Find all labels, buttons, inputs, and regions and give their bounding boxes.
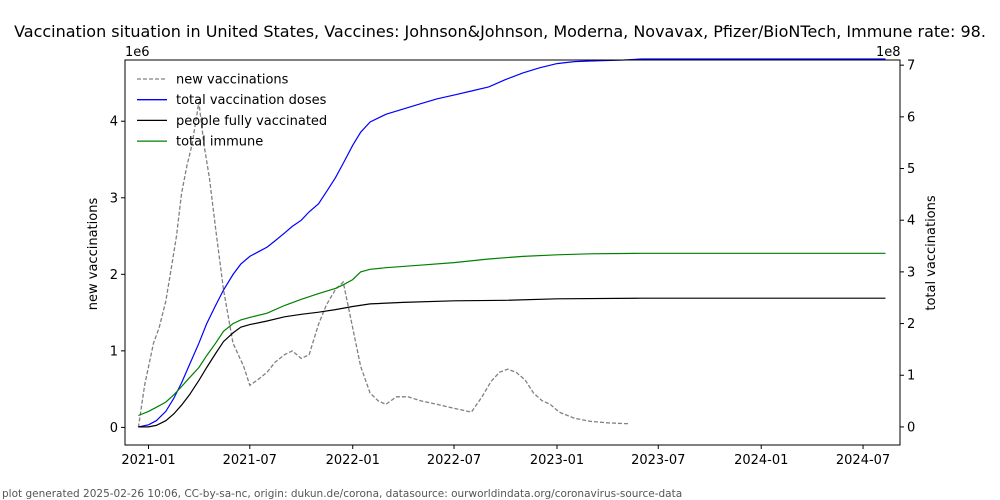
series-line-new-vaccinations — [137, 101, 630, 428]
right-axis-label: total vaccinations — [924, 195, 939, 311]
left-y-tick-label: 2 — [110, 268, 118, 283]
legend-label-people-fully-vaccinated: people fully vaccinated — [176, 114, 327, 129]
left-axis-offset-label: 1e6 — [125, 45, 150, 60]
legend-label-total-vaccination-doses: total vaccination doses — [176, 93, 327, 108]
right-y-tick-label: 0 — [907, 420, 915, 435]
chart-title: Vaccination situation in United States, … — [14, 22, 986, 41]
left-y-tick-label: 1 — [110, 344, 118, 359]
left-y-tick-label: 0 — [110, 421, 118, 436]
series-line-total-immune — [138, 252, 886, 417]
x-tick-label: 2024-01 — [734, 453, 788, 468]
x-tick-label: 2022-07 — [427, 453, 481, 468]
right-y-tick-label: 5 — [907, 162, 915, 177]
right-y-tick-label: 2 — [907, 317, 915, 332]
series-line-people-fully-vaccinated — [138, 297, 886, 428]
plot-area — [137, 58, 886, 428]
left-axis-label: new vaccinations — [86, 198, 101, 311]
x-tick-label: 2023-07 — [631, 453, 685, 468]
right-y-tick-label: 6 — [907, 110, 915, 125]
right-y-tick-label: 4 — [907, 214, 915, 229]
x-tick-label: 2024-07 — [836, 453, 890, 468]
legend-label-new-vaccinations: new vaccinations — [176, 73, 289, 88]
x-tick-label: 2023-01 — [530, 453, 584, 468]
legend: new vaccinations total vaccination doses p… — [137, 73, 327, 150]
x-tick-label: 2022-01 — [326, 453, 380, 468]
right-y-tick-label: 3 — [907, 265, 915, 280]
axes: 2021-01 2021-07 2022-01 2022-07 2023-01 2023-… — [110, 59, 916, 468]
left-y-tick-label: 3 — [110, 191, 118, 206]
plot-frame — [124, 59, 901, 446]
series-line-total-vaccination-doses — [138, 58, 886, 428]
right-y-tick-label: 1 — [907, 369, 915, 384]
left-y-tick-label: 4 — [110, 115, 118, 130]
x-tick-label: 2021-01 — [121, 453, 175, 468]
x-tick-label: 2021-07 — [223, 453, 277, 468]
footer-note: plot generated 2025-02-26 10:06, CC-by-s… — [2, 488, 682, 500]
right-y-tick-label: 7 — [907, 59, 915, 74]
legend-label-total-immune: total immune — [176, 135, 263, 150]
right-axis-offset-label: 1e8 — [876, 45, 901, 60]
